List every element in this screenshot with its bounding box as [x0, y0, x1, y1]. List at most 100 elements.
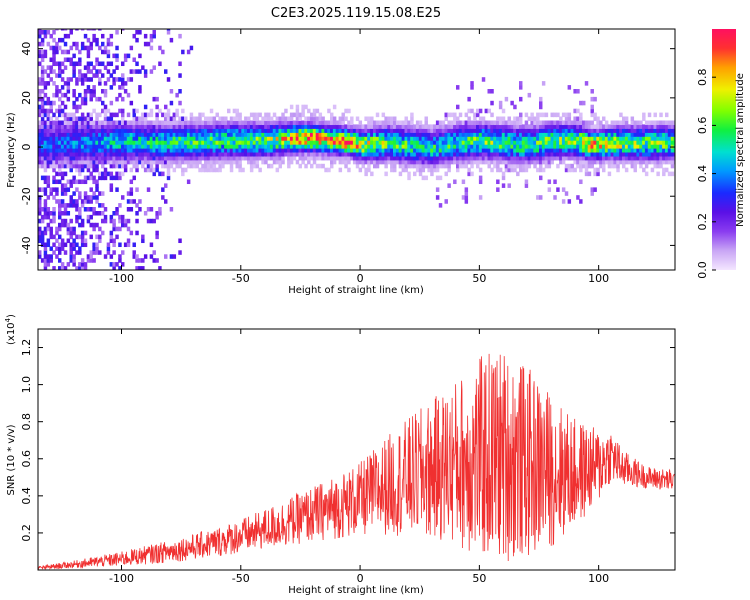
spectrogram-cell	[573, 89, 577, 94]
spectrogram-cell	[275, 128, 280, 133]
spectrogram-cell	[278, 128, 282, 133]
spectrogram-cell	[375, 132, 380, 137]
spectrogram-cell	[501, 140, 506, 145]
spectrogram-cell	[46, 140, 51, 145]
spectrogram-cell	[401, 136, 406, 141]
spectrogram-cell	[410, 128, 414, 133]
spectrogram-cell	[324, 120, 328, 126]
spectrogram-cell	[229, 159, 234, 165]
spectrogram-cell	[521, 124, 526, 129]
spectrogram-cell	[63, 132, 68, 137]
spectrogram-cell	[289, 128, 294, 133]
spectrogram-cell	[559, 152, 563, 157]
spectrogram-cell	[52, 175, 56, 181]
spectrogram-cell	[129, 155, 134, 161]
spectrogram-cell	[639, 155, 643, 161]
spectrogram-cell	[63, 163, 68, 169]
spectrogram-cell	[501, 183, 506, 188]
spectrogram-cell	[135, 108, 139, 114]
spectrogram-cell	[467, 132, 471, 137]
spectrogram-cell	[642, 159, 646, 165]
spectrogram-cell	[143, 144, 148, 149]
spectrogram-cell	[52, 218, 56, 224]
spectrogram-cell	[476, 108, 480, 114]
spectrogram-cell	[146, 132, 151, 137]
spectrogram-cell	[135, 203, 139, 208]
y-tick-label: 40	[20, 42, 33, 56]
spectrogram-cell	[433, 128, 437, 133]
spectrogram-cell	[410, 159, 414, 165]
spectrogram-cell	[164, 254, 168, 259]
spectrogram-cell	[624, 148, 629, 153]
spectrogram-cell	[258, 136, 262, 141]
spectrogram-cell	[673, 120, 675, 126]
spectrogram-cell	[121, 222, 125, 228]
spectrogram-cell	[63, 144, 68, 149]
spectrogram-cell	[347, 128, 351, 133]
spectrogram-cell	[493, 136, 497, 141]
spectrogram-cell	[66, 49, 71, 55]
spectrogram-cell	[204, 132, 208, 137]
spectrogram-cell	[149, 128, 154, 133]
spectrogram-cell	[83, 195, 88, 200]
spectrogram-cell	[539, 136, 543, 141]
spectrogram-cell	[430, 144, 434, 149]
spectrogram-cell	[181, 132, 185, 137]
spectrogram-cell	[358, 140, 363, 145]
spectrogram-cell	[413, 152, 417, 157]
spectrogram-cell	[318, 120, 323, 126]
spectrogram-cell	[559, 155, 563, 161]
spectrogram-cell	[80, 41, 85, 47]
spectrogram-cell	[564, 155, 569, 161]
spectrogram-cell	[155, 155, 159, 161]
spectrogram-cell	[46, 132, 51, 137]
spectrogram-cell	[384, 132, 388, 137]
spectrogram-cell	[636, 124, 640, 129]
spectrogram-cell	[559, 116, 563, 122]
spectrogram-cell	[201, 132, 205, 137]
spectrogram-cell	[619, 112, 623, 118]
spectrogram-cell	[255, 112, 260, 118]
spectrogram-cell	[75, 159, 79, 165]
spectrogram-cell	[189, 132, 194, 137]
spectrogram-cell	[186, 140, 191, 145]
spectrogram-cell	[184, 124, 188, 129]
spectrogram-cell	[63, 29, 68, 31]
spectrogram-cell	[63, 159, 68, 165]
spectrogram-cell	[473, 124, 477, 129]
spectrogram-cell	[46, 183, 51, 188]
spectrogram-cell	[86, 155, 91, 161]
spectrogram-cell	[52, 132, 56, 137]
spectrogram-cell	[166, 77, 171, 82]
spectrogram-cell	[481, 155, 486, 161]
spectrogram-cell	[404, 136, 408, 141]
spectrogram-cell	[596, 128, 600, 133]
spectrogram-cell	[404, 120, 408, 126]
spectrogram-cell	[387, 140, 391, 145]
spectrogram-cell	[106, 144, 111, 149]
spectrogram-cell	[570, 128, 574, 133]
spectrogram-cell	[89, 199, 93, 204]
spectrogram-cell	[103, 45, 108, 51]
spectrogram-cell	[576, 120, 580, 126]
spectrogram-cell	[132, 148, 136, 153]
spectrogram-cell	[40, 152, 45, 157]
spectrogram-cell	[143, 155, 148, 161]
spectrogram-cell	[413, 171, 417, 177]
spectrogram-cell	[358, 152, 363, 157]
spectrogram-cell	[95, 155, 99, 161]
spectrogram-cell	[587, 159, 592, 165]
spectrogram-cell	[610, 155, 615, 161]
spectrogram-cell	[72, 163, 76, 169]
spectrogram-cell	[284, 144, 288, 149]
spectrogram-cell	[281, 124, 285, 129]
spectrogram-cell	[310, 128, 314, 133]
spectrogram-cell	[487, 152, 491, 157]
spectrogram-cell	[58, 120, 62, 126]
spectrogram-cell	[450, 159, 454, 165]
spectrogram-cell	[40, 234, 45, 240]
spectrogram-cell	[656, 155, 660, 161]
spectrogram-cell	[252, 112, 257, 118]
spectrogram-cell	[519, 155, 523, 161]
spectrogram-cell	[567, 136, 572, 141]
